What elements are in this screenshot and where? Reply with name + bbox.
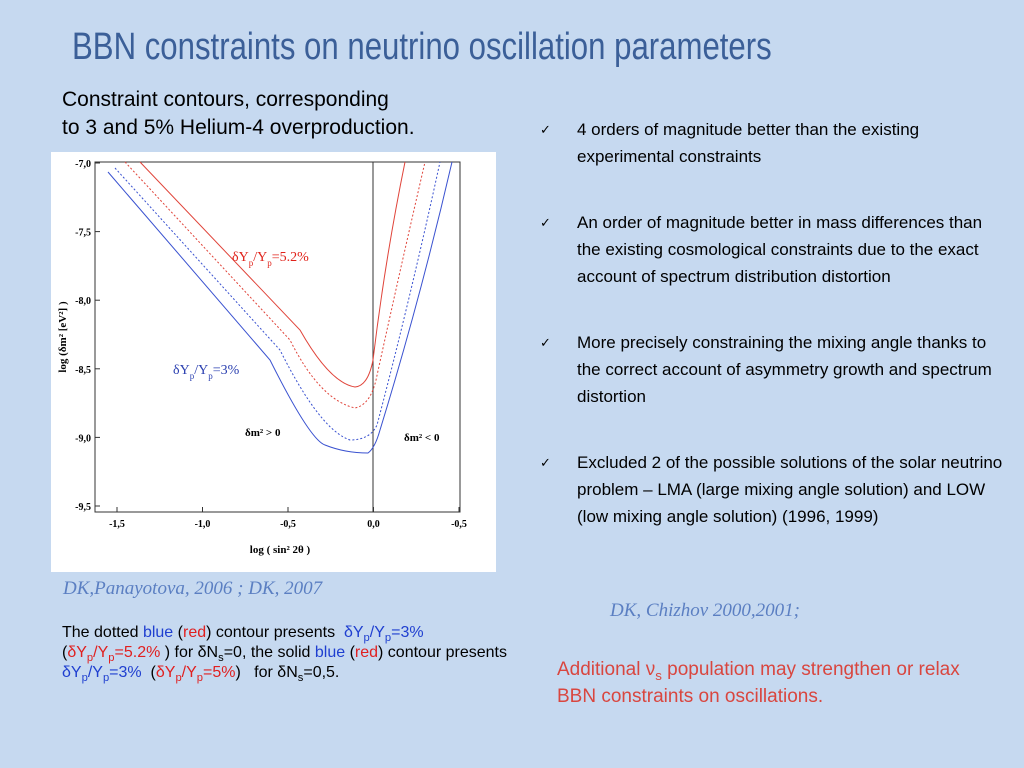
y-tick-label: -9,5 <box>75 502 91 513</box>
text-run: ) for δN <box>235 664 298 681</box>
plot-frame <box>94 161 461 513</box>
label-part: /Y <box>253 250 267 265</box>
bullet-item: More precisely constraining the mixing a… <box>540 329 1010 410</box>
x-tick-label: -1,0 <box>195 519 211 530</box>
text-run: δY <box>67 644 87 661</box>
contours <box>107 161 453 454</box>
blue-dotted-contour <box>114 161 441 441</box>
text-run: =3% <box>109 664 142 681</box>
y-tick-label: -9,0 <box>75 433 91 444</box>
y-axis-label: log (δm² [eV²] ) <box>57 301 69 373</box>
text-run: =3% <box>391 624 424 641</box>
red-contour-label: δYp/Yp=5.2% <box>232 250 309 268</box>
bullet-list: 4 orders of magnitude better than the ex… <box>540 116 1010 569</box>
bullet-item: Excluded 2 of the possible solutions of … <box>540 449 1010 530</box>
text-run: s <box>297 672 304 685</box>
subtitle-line: to 3 and 5% Helium-4 overproduction. <box>62 116 415 139</box>
text-run: ( <box>173 624 183 641</box>
blue-solid-contour <box>107 161 453 454</box>
text-run: ( <box>345 644 355 661</box>
caption: The dotted blue (red) contour presents δ… <box>62 623 512 685</box>
text-run: δY <box>155 664 176 681</box>
bullet-item: 4 orders of magnitude better than the ex… <box>540 116 1010 170</box>
text-run: population may strengthen or relax BBN c… <box>557 659 966 707</box>
text-run: ) for δN <box>160 644 219 661</box>
label-part: p <box>267 258 272 268</box>
text-run: s <box>655 667 662 683</box>
y-tick-label: -7,0 <box>75 159 91 170</box>
text-run: /Y <box>87 664 103 681</box>
text-run: p <box>384 632 392 645</box>
figure: -7,0 -7,5 -8,0 -8,5 -9,0 -9,5 -1,5 -1,0 -0,5 0,0… <box>51 152 496 572</box>
text-run: blue <box>142 624 174 641</box>
slide-title: BBN constraints on neutrino oscillation … <box>72 26 772 68</box>
y-tick-label: -8,5 <box>75 365 91 376</box>
text-run: p <box>86 652 94 665</box>
text-run: red <box>182 624 207 641</box>
text-run: p <box>81 672 88 685</box>
text-run: red <box>354 644 379 661</box>
text-run: /Y <box>181 664 197 681</box>
text-run: p <box>175 672 182 685</box>
text-run: δY <box>343 624 364 641</box>
text-run: ) contour presents <box>378 644 516 661</box>
figure-background <box>51 152 496 572</box>
label-part: =3% <box>213 363 240 378</box>
text-run: /Y <box>369 624 385 641</box>
x-tick-label: -0,5 <box>280 519 296 530</box>
x-tick-label: -1,5 <box>109 519 125 530</box>
label-part: p <box>208 371 213 381</box>
y-tick-label: -8,0 <box>75 296 91 307</box>
x-tick-label: 0,0 <box>367 519 380 530</box>
red-dotted-contour <box>124 161 426 409</box>
text-run: =5.2% <box>114 644 161 661</box>
label-part: δY <box>173 363 190 378</box>
text-run: =5% <box>203 664 236 681</box>
subtitle: Constraint contours, corresponding to 3 … <box>62 86 415 142</box>
text-run: ( <box>141 664 156 681</box>
text-run: =0, the solid <box>223 644 315 661</box>
red-solid-contour <box>139 161 406 388</box>
label-part: p <box>249 258 254 268</box>
text-run: blue <box>314 644 346 661</box>
text-run: p <box>108 652 115 665</box>
text-run: =0,5. <box>303 664 340 681</box>
text-run: p <box>102 672 110 685</box>
bullet-credit: DK, Chizhov 2000,2001; <box>610 600 800 621</box>
x-tick-label: -0,5 <box>451 519 467 530</box>
figure-credit: DK,Panayotova, 2006 ; DK, 2007 <box>63 578 323 599</box>
label-part: p <box>190 371 195 381</box>
label-part: =5.2% <box>272 250 309 265</box>
label-part: /Y <box>194 363 208 378</box>
text-run: /Y <box>93 644 109 661</box>
note: Additional νs population may strengthen … <box>557 656 997 710</box>
text-run: p <box>363 632 370 645</box>
text-run: Additional ν <box>557 659 656 680</box>
text-run: ) contour presents <box>206 624 344 641</box>
y-tick-label: -7,5 <box>75 228 91 239</box>
text-run: δY <box>62 664 82 681</box>
label-part: δY <box>232 250 249 265</box>
text-run: The dotted <box>62 624 143 641</box>
subtitle-line: Constraint contours, corresponding <box>62 88 389 111</box>
region-label: δm² > 0 <box>245 427 281 439</box>
bullet-item: An order of magnitude better in mass dif… <box>540 209 1010 290</box>
text-run: p <box>196 672 204 685</box>
blue-contour-label: δYp/Yp=3% <box>173 363 240 381</box>
region-label: δm² < 0 <box>404 432 440 444</box>
text-run: ( <box>62 624 429 661</box>
text-run: s <box>218 652 224 665</box>
x-axis-label: log ( sin² 2θ ) <box>250 544 311 556</box>
